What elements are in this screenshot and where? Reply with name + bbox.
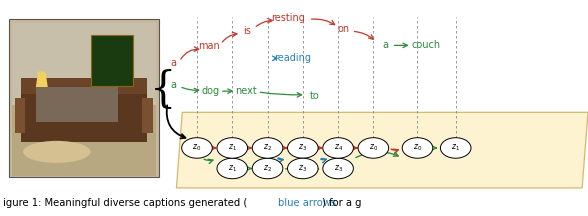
Text: man: man [198,41,219,51]
Ellipse shape [217,138,248,158]
Ellipse shape [217,158,248,179]
Ellipse shape [288,158,318,179]
Ellipse shape [358,138,389,158]
Text: reading: reading [274,53,310,63]
Text: $z_1$: $z_1$ [228,163,237,174]
Text: $z_0$: $z_0$ [413,143,422,153]
Bar [91,35,133,86]
Text: $z_1$: $z_1$ [451,143,460,153]
Ellipse shape [288,138,318,158]
Text: $z_2$: $z_2$ [263,143,272,153]
Bar [36,87,118,122]
Polygon shape [176,112,588,188]
Text: a: a [382,40,388,50]
Ellipse shape [402,138,433,158]
Text: is: is [243,26,251,36]
Ellipse shape [23,141,91,163]
Text: ) for a g: ) for a g [322,199,362,208]
Bar [15,98,25,133]
Text: $z_3$: $z_3$ [298,143,308,153]
Text: $z_0$: $z_0$ [192,143,202,153]
Text: blue arrows: blue arrows [278,199,336,208]
Text: $z_3$: $z_3$ [298,163,308,174]
Text: igure 1: Meaningful diverse captions generated (: igure 1: Meaningful diverse captions gen… [3,199,247,208]
Text: next: next [235,86,256,96]
Ellipse shape [323,138,353,158]
Text: to: to [310,91,319,101]
Bar [12,105,156,176]
Polygon shape [36,71,48,87]
Text: on: on [338,24,350,34]
Text: resting: resting [271,13,305,23]
Text: couch: couch [412,40,441,50]
Bar [21,83,147,142]
Bar [9,19,159,177]
Bar [21,78,147,94]
Bar [42,87,49,111]
Ellipse shape [252,158,283,179]
Text: $z_0$: $z_0$ [369,143,378,153]
Ellipse shape [252,138,283,158]
Bar [142,98,153,133]
Ellipse shape [182,138,212,158]
Text: $z_3$: $z_3$ [333,163,343,174]
Text: $z_1$: $z_1$ [228,143,237,153]
Text: a: a [171,80,176,90]
Text: dog: dog [202,86,219,96]
Ellipse shape [440,138,471,158]
Text: $z_2$: $z_2$ [263,163,272,174]
Text: {: { [150,69,177,111]
Bar [12,23,156,106]
Text: a: a [171,58,176,68]
Ellipse shape [323,158,353,179]
Text: $z_4$: $z_4$ [333,143,343,153]
